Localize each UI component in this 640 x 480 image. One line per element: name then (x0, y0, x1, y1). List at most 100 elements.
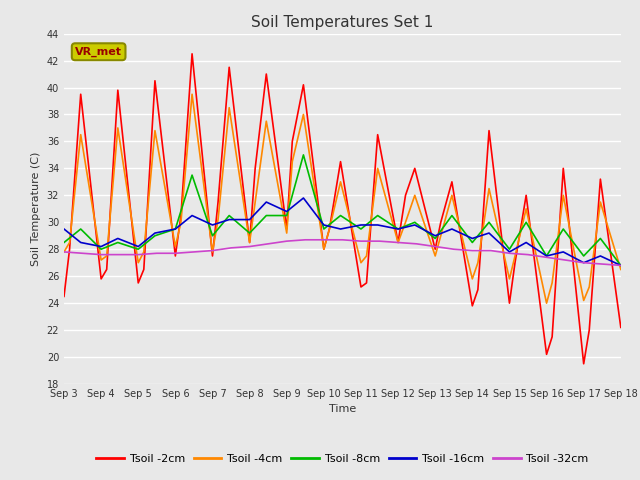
Tsoil -8cm (246, 230, 253, 236)
Tsoil -8cm (320, 226, 328, 232)
Tsoil -2cm (363, 280, 371, 286)
Tsoil -4cm (60, 249, 68, 255)
Tsoil -2cm (586, 327, 593, 333)
Tsoil -4cm (337, 179, 344, 185)
Tsoil -8cm (77, 226, 84, 232)
Line: Tsoil -2cm: Tsoil -2cm (64, 54, 621, 364)
Tsoil -4cm (225, 105, 233, 110)
Tsoil -8cm (151, 233, 159, 239)
Tsoil -32cm (468, 248, 476, 253)
Tsoil -4cm (363, 253, 371, 259)
Tsoil -2cm (225, 64, 233, 70)
Tsoil -8cm (394, 226, 402, 232)
Tsoil -16cm (60, 226, 68, 232)
Tsoil -32cm (506, 251, 513, 256)
Tsoil -16cm (506, 249, 513, 255)
Tsoil -2cm (209, 253, 216, 259)
Tsoil -4cm (402, 219, 410, 225)
Tsoil -4cm (246, 240, 253, 245)
Tsoil -4cm (283, 230, 291, 236)
Legend: Tsoil -2cm, Tsoil -4cm, Tsoil -8cm, Tsoil -16cm, Tsoil -32cm: Tsoil -2cm, Tsoil -4cm, Tsoil -8cm, Tsoi… (92, 449, 593, 468)
Tsoil -32cm (580, 260, 588, 265)
Tsoil -4cm (300, 111, 307, 117)
Tsoil -2cm (596, 176, 604, 182)
Tsoil -8cm (283, 213, 291, 218)
Tsoil -16cm (246, 216, 253, 222)
Tsoil -32cm (79, 251, 86, 256)
Tsoil -16cm (188, 213, 196, 218)
Tsoil -16cm (580, 260, 588, 265)
Tsoil -2cm (188, 51, 196, 57)
Tsoil -2cm (468, 303, 476, 309)
Tsoil -2cm (411, 166, 419, 171)
Tsoil -32cm (190, 249, 198, 255)
Tsoil -2cm (543, 351, 550, 357)
Tsoil -8cm (485, 219, 493, 225)
Tsoil -2cm (252, 166, 259, 171)
Tsoil -8cm (209, 233, 216, 239)
Tsoil -16cm (485, 230, 493, 236)
Tsoil -2cm (134, 280, 142, 286)
Tsoil -8cm (580, 253, 588, 259)
Tsoil -16cm (468, 236, 476, 241)
Tsoil -16cm (448, 226, 456, 232)
Tsoil -8cm (337, 213, 344, 218)
Tsoil -2cm (374, 132, 381, 138)
Tsoil -4cm (172, 244, 179, 250)
Tsoil -8cm (596, 236, 604, 241)
Tsoil -2cm (485, 128, 493, 133)
Tsoil -2cm (580, 361, 588, 367)
Tsoil -16cm (357, 222, 365, 228)
Tsoil -16cm (114, 236, 122, 241)
Tsoil -4cm (559, 192, 567, 198)
Tsoil -32cm (376, 238, 383, 244)
Tsoil -32cm (116, 252, 124, 257)
Tsoil -4cm (188, 91, 196, 97)
Tsoil -16cm (522, 240, 530, 245)
Tsoil -2cm (60, 293, 68, 300)
Tsoil -2cm (437, 219, 445, 225)
Tsoil -2cm (66, 246, 74, 252)
Tsoil -4cm (134, 260, 142, 265)
Tsoil -8cm (506, 246, 513, 252)
Tsoil -8cm (617, 263, 625, 268)
Tsoil -2cm (283, 226, 291, 232)
Tsoil -32cm (413, 241, 420, 247)
Tsoil -16cm (151, 230, 159, 236)
Title: Soil Temperatures Set 1: Soil Temperatures Set 1 (252, 15, 433, 30)
Tsoil -4cm (77, 132, 84, 138)
Tsoil -8cm (374, 213, 381, 218)
Tsoil -8cm (188, 172, 196, 178)
Tsoil -32cm (487, 248, 495, 253)
Tsoil -8cm (97, 246, 105, 252)
Tsoil -4cm (357, 260, 365, 265)
Tsoil -2cm (246, 240, 253, 245)
Tsoil -32cm (561, 257, 569, 263)
Tsoil -2cm (337, 159, 344, 165)
Tsoil -4cm (114, 125, 122, 131)
Tsoil -2cm (431, 246, 439, 252)
Tsoil -32cm (598, 261, 606, 267)
Tsoil -2cm (140, 266, 148, 272)
Tsoil -4cm (209, 249, 216, 255)
Tsoil -4cm (448, 192, 456, 198)
Tsoil -16cm (300, 195, 307, 201)
Tsoil -2cm (172, 253, 179, 259)
Tsoil -32cm (320, 237, 328, 243)
Tsoil -8cm (114, 240, 122, 245)
Tsoil -4cm (214, 216, 222, 222)
Line: Tsoil -32cm: Tsoil -32cm (64, 240, 621, 265)
Tsoil -4cm (411, 192, 419, 198)
Tsoil -4cm (506, 276, 513, 282)
Tsoil -4cm (320, 246, 328, 252)
Text: VR_met: VR_met (75, 47, 122, 57)
Tsoil -16cm (431, 233, 439, 239)
Tsoil -32cm (524, 252, 532, 257)
Tsoil -4cm (103, 253, 111, 259)
Tsoil -8cm (172, 226, 179, 232)
Tsoil -32cm (431, 244, 439, 250)
Tsoil -16cm (374, 222, 381, 228)
Tsoil -16cm (617, 263, 625, 268)
Tsoil -32cm (60, 249, 68, 255)
Tsoil -8cm (357, 226, 365, 232)
